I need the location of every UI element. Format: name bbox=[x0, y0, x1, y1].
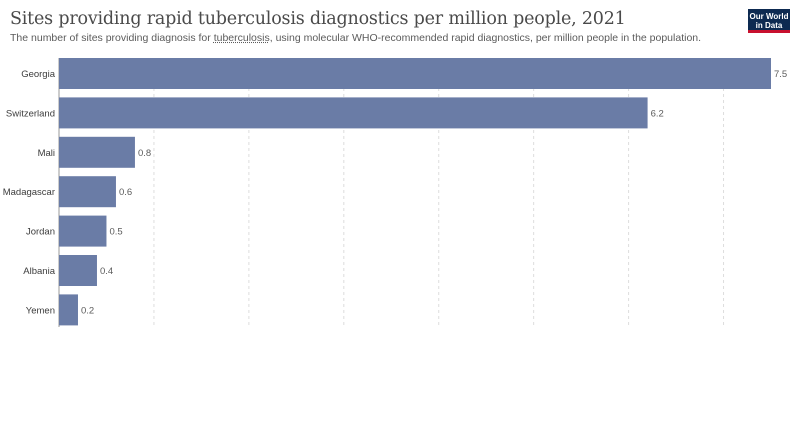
bar-albania[interactable] bbox=[59, 255, 97, 286]
chart-subtitle: The number of sites providing diagnosis … bbox=[10, 32, 701, 44]
category-label: Madagascar bbox=[3, 187, 55, 198]
bar-yemen[interactable] bbox=[59, 294, 78, 326]
category-label: Mali bbox=[38, 148, 55, 159]
category-label: Yemen bbox=[26, 305, 55, 316]
value-label: 0.6 bbox=[119, 187, 132, 198]
category-label: Georgia bbox=[21, 69, 56, 80]
logo-line-2: in Data bbox=[755, 21, 783, 30]
category-label: Albania bbox=[23, 266, 55, 277]
subtitle-text-end: , using molecular WHO-recommended rapid … bbox=[269, 32, 702, 44]
value-label: 0.8 bbox=[138, 148, 151, 159]
bar-switzerland[interactable] bbox=[59, 97, 648, 129]
bar-georgia[interactable] bbox=[59, 58, 771, 89]
value-label: 0.2 bbox=[81, 305, 94, 316]
category-label: Switzerland bbox=[6, 108, 55, 119]
bar-jordan[interactable] bbox=[59, 215, 107, 247]
chart-title: Sites providing rapid tuberculosis diagn… bbox=[10, 9, 626, 29]
category-label: Jordan bbox=[26, 227, 55, 238]
value-label: 0.4 bbox=[100, 266, 113, 277]
value-label: 0.5 bbox=[109, 227, 122, 238]
value-label: 6.2 bbox=[651, 108, 664, 119]
tuberculosis-link[interactable]: tuberculosis bbox=[213, 32, 270, 44]
bar-madagascar[interactable] bbox=[59, 176, 116, 208]
our-world-in-data-logo[interactable]: Our World in Data bbox=[748, 9, 790, 33]
bar-mali[interactable] bbox=[59, 136, 135, 168]
logo-line-1: Our World bbox=[749, 12, 789, 21]
value-label: 7.5 bbox=[774, 69, 787, 80]
subtitle-text-start: The number of sites providing diagnosis … bbox=[10, 32, 214, 44]
